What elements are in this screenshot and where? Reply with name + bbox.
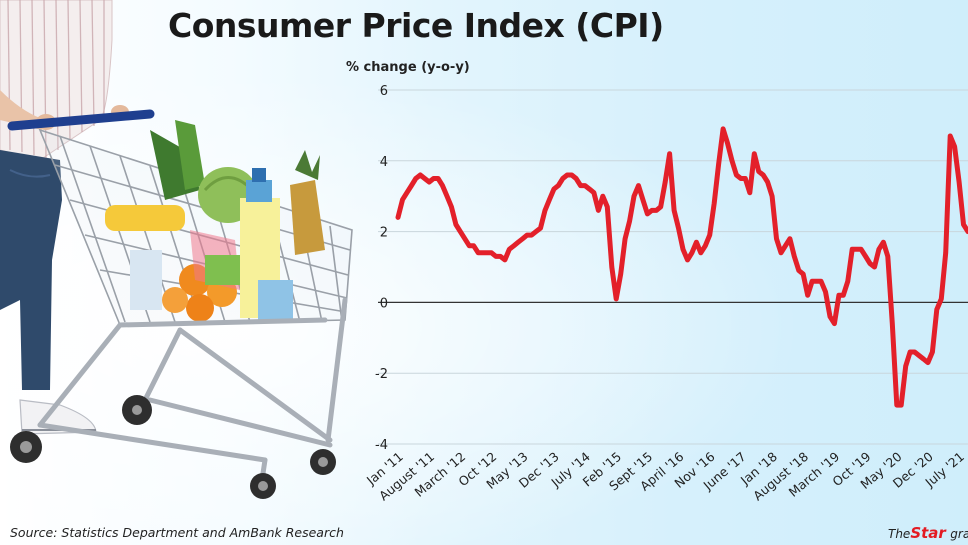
cart-handle [7, 109, 155, 131]
y-tick-label: 4 [380, 155, 388, 170]
y-tick-label: 6 [380, 84, 388, 99]
y-tick-label: -4 [375, 438, 388, 453]
chart-title: Consumer Price Index (CPI) [168, 6, 664, 45]
y-axis-label: % change (y-o-y) [346, 60, 470, 75]
y-tick-label: 0 [380, 296, 388, 311]
source-note: Source: Statistics Department and AmBank… [10, 525, 344, 540]
y-tick-label: 2 [380, 226, 388, 241]
credit-star: Star [910, 524, 946, 542]
person-jeans [0, 150, 62, 390]
shopping-cart-illustration [0, 0, 353, 499]
credit-rest: grap [950, 527, 968, 541]
y-axis-ticks: 6 4 2 0 -2 -4 [375, 84, 388, 453]
cart-wheels [10, 395, 336, 499]
y-tick-label: -2 [375, 367, 388, 382]
cpi-series-line [395, 126, 968, 408]
groceries [105, 120, 325, 322]
grid-lines [378, 89, 968, 445]
credit-the: The [888, 527, 911, 541]
publisher-credit: TheStar grap [888, 524, 968, 542]
cart-frame [37, 297, 348, 483]
cpi-data-points [397, 128, 968, 406]
